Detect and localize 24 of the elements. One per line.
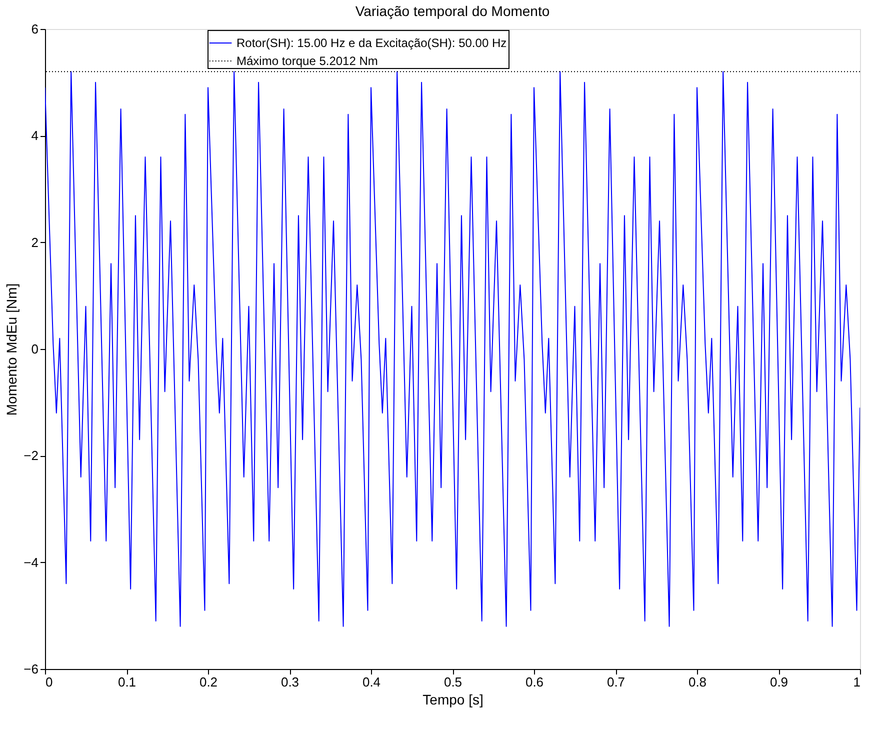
chart-title: Variação temporal do Momento [355, 3, 550, 19]
legend-label: Máximo torque 5.2012 Nm [236, 54, 378, 68]
x-tick-label: 0.8 [688, 674, 707, 690]
x-tick-label: 0.2 [199, 674, 218, 690]
x-tick-label: 0.7 [606, 674, 626, 690]
y-tick-label: 4 [31, 128, 38, 144]
y-tick-label: −4 [24, 554, 38, 570]
line-series [45, 71, 860, 627]
x-tick-label: 0.4 [362, 674, 381, 690]
y-tick-label: −2 [24, 448, 38, 464]
x-tick-label: 0 [46, 674, 53, 690]
x-tick-label: 0.3 [280, 674, 300, 690]
x-tick-label: 1 [853, 674, 860, 690]
y-tick-label: −6 [24, 662, 38, 676]
y-tick-label: 2 [31, 234, 38, 250]
x-tick-label: 0.1 [118, 674, 136, 690]
x-tick-label: 0.6 [525, 674, 544, 690]
x-tick-label: 0.5 [444, 674, 462, 690]
x-axis-title: Tempo [s] [422, 692, 484, 708]
y-axis-title: Momento MdEu [Nm] [4, 283, 20, 416]
x-tick-label: 0.9 [770, 674, 788, 690]
y-tick-label: 0 [31, 342, 38, 356]
legend-label: Rotor(SH): 15.00 Hz e da Excitação(SH): 50.00 Hz [236, 36, 507, 50]
y-tick-label: 6 [31, 22, 38, 36]
